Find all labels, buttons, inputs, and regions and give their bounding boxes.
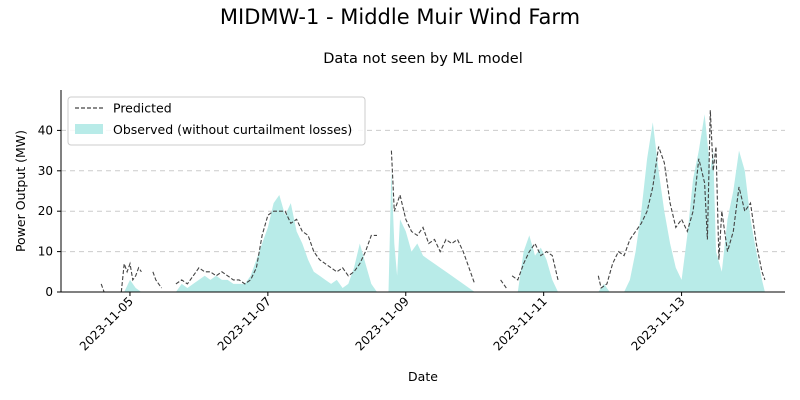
legend-box (67, 96, 366, 146)
observed-area-segment (517, 235, 558, 292)
chart-title: MIDMW-1 - Middle Muir Wind Farm (220, 5, 580, 29)
predicted-line-segment (511, 242, 559, 281)
predicted-line-segment (100, 283, 105, 293)
x-tick-label: 2023-11-09 (353, 294, 412, 353)
observed-area-segment (598, 283, 610, 292)
observed-area-segment (388, 170, 475, 292)
predicted-line-segment (500, 279, 507, 289)
legend-observed-label: Observed (without curtailment losses) (113, 122, 352, 137)
predicted-line-segment (597, 110, 766, 289)
y-tick-label: 0 (45, 285, 53, 299)
x-tick-label: 2023-11-05 (77, 294, 136, 353)
y-tick-label: 10 (38, 245, 53, 259)
predicted-line-segment (120, 261, 142, 293)
legend-predicted-label: Predicted (113, 101, 172, 116)
y-tick-label: 40 (38, 123, 53, 137)
chart-subtitle: Data not seen by ML model (323, 51, 523, 67)
y-gridlines (61, 129, 785, 253)
observed-area-segment (175, 195, 377, 292)
x-tick-label: 2023-11-11 (491, 294, 550, 353)
legend: Predicted Observed (without curtailment … (67, 96, 366, 146)
x-axis-label: Date (408, 369, 438, 384)
legend-observed-swatch (75, 124, 103, 134)
predicted-line-segment (390, 150, 476, 285)
predicted-line-layer (100, 110, 766, 293)
x-tick-label: 2023-11-13 (628, 294, 687, 353)
observed-area-segment (124, 279, 142, 292)
y-tick-label: 20 (38, 204, 53, 218)
predicted-line-segment (175, 210, 377, 285)
x-axis-ticks: 2023-11-05 2023-11-07 2023-11-09 2023-11-11… (77, 292, 688, 353)
predicted-line-segment (152, 271, 163, 289)
y-tick-label: 30 (38, 164, 53, 178)
x-tick-label: 2023-11-07 (215, 294, 274, 353)
y-axis-ticks: 0 10 20 30 40 (38, 123, 61, 299)
y-axis-label: Power Output (MW) (13, 130, 28, 252)
